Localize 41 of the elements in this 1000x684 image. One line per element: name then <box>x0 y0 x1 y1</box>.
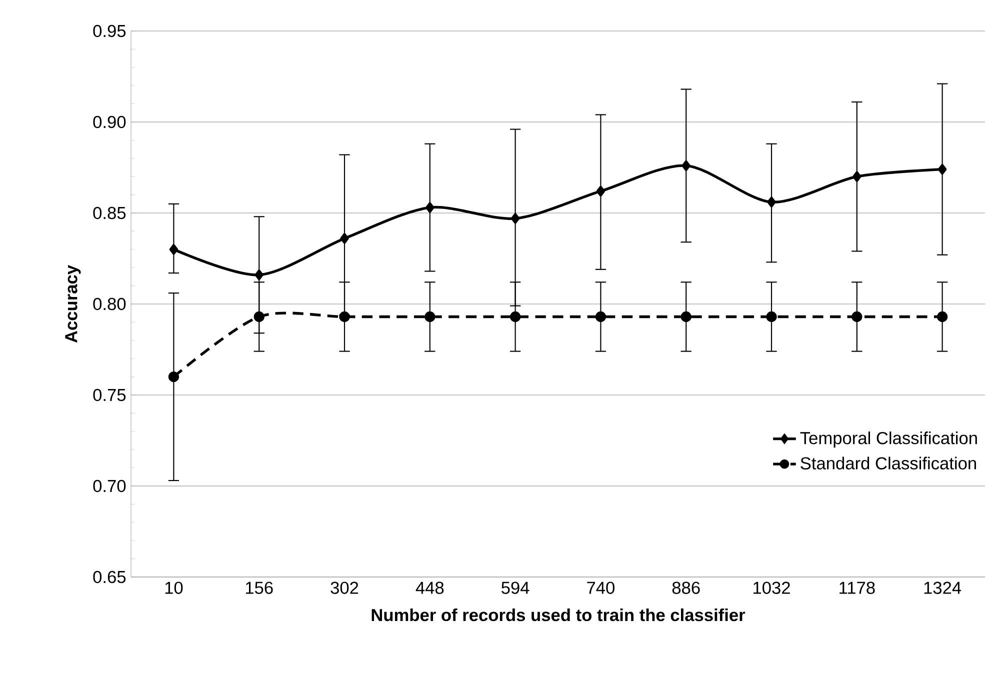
point <box>596 186 606 196</box>
y-tick-label: 0.70 <box>93 480 126 492</box>
point <box>682 160 690 172</box>
point <box>339 311 350 322</box>
point <box>426 202 434 213</box>
x-tick-label: 740 <box>587 582 614 594</box>
point <box>595 311 606 322</box>
point <box>852 171 862 182</box>
point <box>169 244 178 255</box>
y-tick-label: 0.90 <box>93 116 126 128</box>
point <box>852 311 862 322</box>
x-tick-label: 302 <box>330 582 358 594</box>
x-tick-label: 1178 <box>840 582 875 594</box>
legend-label: Temporal Classification <box>800 432 977 448</box>
point <box>340 233 349 244</box>
x-tick-label: 594 <box>502 582 530 594</box>
point <box>680 311 692 322</box>
y-axis-title: Accuracy <box>65 265 81 343</box>
point <box>254 311 264 322</box>
point <box>510 213 520 224</box>
x-tick-label: 156 <box>246 582 273 594</box>
point <box>510 311 521 322</box>
point <box>254 270 264 280</box>
y-tick-label: 0.80 <box>93 298 126 310</box>
y-tick-label: 0.85 <box>93 206 126 220</box>
point <box>936 311 948 322</box>
x-axis-title: Number of records used to train the classifier <box>372 608 746 622</box>
x-tick-label: 1032 <box>754 582 790 594</box>
x-tick-label: 1324 <box>924 582 962 594</box>
point <box>767 196 776 208</box>
x-tick-label: 886 <box>672 582 700 594</box>
y-tick-label: 0.75 <box>93 388 126 402</box>
x-tick-label: 10 <box>165 582 183 594</box>
y-tick-label: 0.65 <box>93 570 126 584</box>
point <box>168 371 180 382</box>
legend-label: Standard Classification <box>800 456 976 470</box>
point <box>938 164 947 175</box>
x-tick-label: 448 <box>416 582 444 594</box>
point <box>424 311 436 322</box>
y-tick-label: 0.95 <box>93 24 126 38</box>
point <box>766 311 777 322</box>
